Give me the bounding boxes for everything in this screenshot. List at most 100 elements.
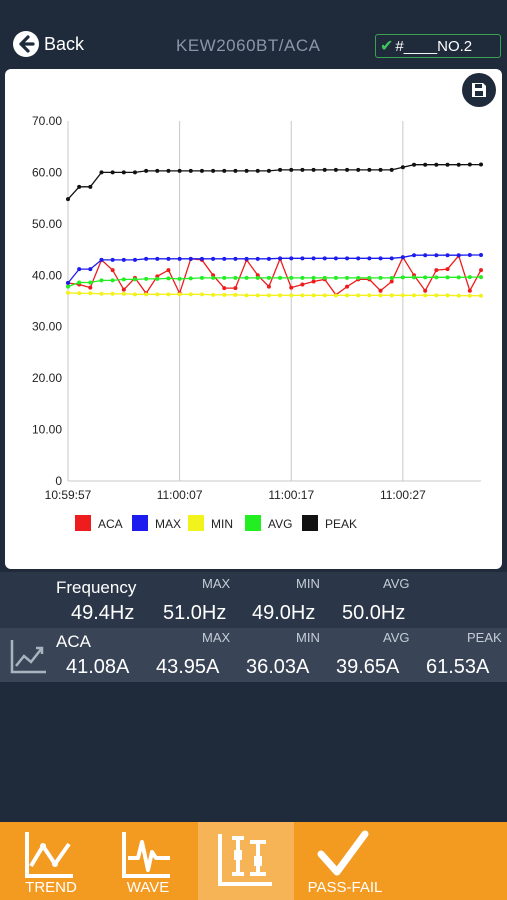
data-point — [244, 256, 249, 261]
top-bar: Back KEW2060BT/ACA ✔ #____NO.2 — [0, 0, 507, 64]
data-point — [345, 275, 350, 280]
data-point — [199, 256, 204, 261]
data-point — [88, 267, 93, 272]
data-point — [266, 284, 271, 289]
data-point — [322, 275, 327, 280]
data-point — [188, 276, 193, 281]
data-point — [88, 184, 93, 189]
data-point — [289, 167, 294, 172]
data-point — [322, 167, 327, 172]
legend-label: ACA — [98, 517, 123, 531]
data-point — [177, 292, 182, 297]
data-point — [412, 162, 417, 167]
data-point — [479, 162, 483, 167]
data-point — [233, 275, 238, 280]
nav-pass-fail[interactable]: PASS-FAIL — [295, 822, 395, 900]
data-point — [467, 288, 472, 293]
aca-max-value: 43.95A — [156, 656, 220, 678]
data-point — [356, 275, 361, 280]
nav-measure[interactable] — [198, 822, 294, 900]
data-point — [233, 168, 238, 173]
legend-label: MAX — [155, 517, 181, 531]
data-point — [211, 292, 216, 297]
x-tick-label: 10:59:57 — [45, 488, 92, 502]
data-point — [456, 162, 461, 167]
nav-wave[interactable]: WAVE — [100, 822, 196, 900]
data-point — [479, 268, 483, 273]
legend-label: MIN — [211, 517, 233, 531]
data-point — [188, 256, 193, 261]
device-tag-label: #____NO.2 — [395, 37, 473, 55]
data-point — [66, 284, 70, 289]
data-point — [278, 275, 283, 280]
y-tick-label: 40.00 — [32, 268, 62, 282]
y-tick-label: 0 — [55, 474, 62, 488]
data-point — [222, 292, 227, 297]
frequency-max-value: 51.0Hz — [163, 602, 227, 624]
data-point — [166, 168, 171, 173]
data-point — [211, 256, 216, 261]
data-point — [445, 253, 450, 258]
data-point — [266, 168, 271, 173]
x-tick-label: 11:00:27 — [380, 488, 426, 502]
data-point — [445, 275, 450, 280]
data-point — [233, 292, 238, 297]
data-point — [434, 268, 439, 273]
aca-label: ACA — [56, 632, 91, 651]
data-point — [434, 162, 439, 167]
data-point — [155, 276, 160, 281]
data-point — [255, 256, 260, 261]
x-tick-label: 11:00:17 — [268, 488, 314, 502]
aca-value: 41.08A — [66, 656, 130, 678]
data-point — [467, 293, 472, 298]
nav-pass-fail-label: PASS-FAIL — [307, 879, 383, 896]
y-tick-label: 70.00 — [32, 114, 62, 128]
data-point — [333, 256, 338, 261]
data-point — [121, 291, 126, 296]
chart-panel: 10:59:57 11:00:07 11:00:17 11:00:27 0 10.00 20… — [5, 69, 502, 569]
data-point — [356, 256, 361, 261]
data-point — [400, 275, 405, 280]
trend-small-icon — [10, 640, 46, 674]
data-point — [233, 256, 238, 261]
frequency-avg-label: AVG — [383, 576, 410, 591]
data-point — [266, 293, 271, 298]
nav-trend[interactable]: TREND — [3, 822, 99, 900]
data-point — [121, 257, 126, 262]
data-point — [155, 256, 160, 261]
data-point — [311, 256, 316, 261]
data-point — [467, 162, 472, 167]
legend-swatch — [132, 515, 148, 531]
data-point — [144, 168, 149, 173]
data-point — [300, 275, 305, 280]
data-point — [434, 275, 439, 280]
data-point — [144, 256, 149, 261]
data-point — [367, 275, 372, 280]
data-point — [345, 284, 350, 289]
aca-max-label: MAX — [202, 630, 231, 645]
data-point — [278, 256, 283, 261]
aca-min-label: MIN — [296, 630, 320, 645]
data-point — [255, 275, 260, 280]
data-point — [467, 252, 472, 257]
device-tag-button[interactable]: ✔ #____NO.2 — [375, 34, 501, 58]
aca-row: ACA MAX MIN AVG PEAK 41.08A 43.95A 36.03… — [0, 628, 507, 682]
save-button[interactable] — [462, 73, 496, 107]
data-point — [77, 280, 82, 285]
data-point — [300, 167, 305, 172]
data-point — [99, 278, 104, 283]
data-point — [121, 287, 126, 292]
data-point — [222, 275, 227, 280]
data-point — [322, 293, 327, 298]
data-point — [423, 162, 428, 167]
data-point — [88, 285, 93, 290]
data-point — [389, 275, 394, 280]
data-point — [188, 292, 193, 297]
save-icon — [472, 83, 486, 97]
back-button[interactable]: Back — [12, 30, 84, 58]
frequency-max-label: MAX — [202, 576, 231, 591]
data-point — [289, 285, 294, 290]
data-point — [99, 291, 104, 296]
data-point — [244, 168, 249, 173]
data-point — [278, 167, 283, 172]
